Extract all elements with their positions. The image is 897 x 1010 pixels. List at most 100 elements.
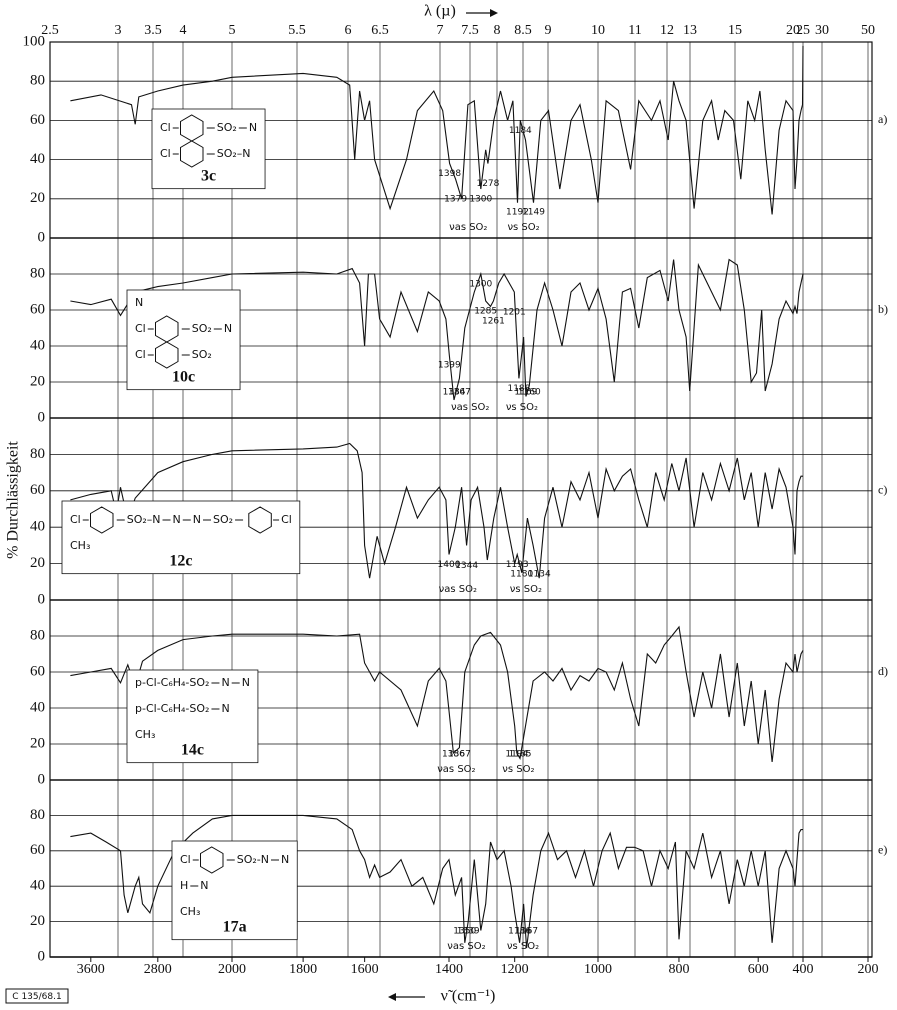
atom-label: SO₂–N xyxy=(217,147,251,160)
stamp: C 135/68.1 xyxy=(12,992,61,1002)
y-tick-label: 40 xyxy=(30,519,45,535)
atom-label: SO₂ xyxy=(192,322,212,335)
atom-label: SO₂ xyxy=(213,513,233,526)
structure: N Cl SO₂ N Cl SO₂ 10c xyxy=(126,289,241,391)
top-tick-label: 25 xyxy=(796,23,810,38)
structure-box xyxy=(171,840,298,941)
arrow-head xyxy=(490,9,498,17)
peak-label: 1300 xyxy=(469,195,492,205)
y-tick-label: 20 xyxy=(30,373,45,389)
arrow-head xyxy=(388,993,396,1001)
structure-box xyxy=(126,669,259,764)
top-tick-label: 3.5 xyxy=(144,23,162,38)
y-tick-label: 20 xyxy=(30,555,45,571)
peak-label: 1184 xyxy=(509,126,532,136)
y-tick-label: 0 xyxy=(38,948,46,964)
atom-label: Cl xyxy=(160,147,171,160)
x-tick-label: 1200 xyxy=(501,962,529,977)
top-tick-label: 10 xyxy=(591,23,605,38)
peak-label: 1300 xyxy=(469,280,492,290)
y-tick-label: 0 xyxy=(38,771,46,787)
top-tick-label: 2.5 xyxy=(41,23,59,38)
y-tick-label: 20 xyxy=(30,190,45,206)
peak-label: 1339 xyxy=(457,927,480,937)
atom-label: CH₃ xyxy=(135,728,155,741)
atom-label: N xyxy=(221,702,229,715)
ring xyxy=(180,140,204,168)
peak-label: 1149 xyxy=(522,208,545,218)
y-tick-label: 60 xyxy=(30,663,45,679)
x-tick-label: 1000 xyxy=(584,962,612,977)
peak-label: 1384 xyxy=(443,388,466,398)
peak-label: 1169 xyxy=(514,388,537,398)
spectrum xyxy=(70,442,803,579)
y-tick-label: 0 xyxy=(38,229,46,245)
band-annotation: νas SO₂ xyxy=(451,402,489,413)
peak-label: 1180 xyxy=(510,570,533,580)
ring xyxy=(200,846,224,874)
panel-label: b) xyxy=(878,302,888,316)
top-tick-label: 15 xyxy=(728,23,742,38)
peak-label: 1367 xyxy=(448,388,471,398)
y-tick-label: 40 xyxy=(30,151,45,167)
x-tick-label: 1800 xyxy=(289,962,317,977)
ring xyxy=(155,341,179,369)
atom-label: SO₂–N xyxy=(127,513,161,526)
bottom-axis-label: ν̃ (cm⁻¹) xyxy=(441,988,496,1005)
x-tick-label: 200 xyxy=(858,962,879,977)
y-tick-label: 60 xyxy=(30,301,45,317)
peak-label: 1167 xyxy=(515,927,538,937)
structure-box xyxy=(61,500,301,575)
structure: Cl SO₂–N N N SO₂ Cl CH₃ 12c xyxy=(61,500,301,575)
peak-label: 1193 xyxy=(506,560,529,570)
peak-label: 1194 xyxy=(505,750,528,760)
atom-label: CH₃ xyxy=(180,905,200,918)
top-tick-label: 12 xyxy=(660,23,674,38)
compound-label: 12c xyxy=(169,553,192,570)
atom-label: N xyxy=(200,879,208,892)
top-tick-label: 7 xyxy=(437,23,444,38)
band-annotation: νas SO₂ xyxy=(437,764,475,775)
y-tick-label: 80 xyxy=(30,807,45,823)
x-tick-label: 3600 xyxy=(77,962,105,977)
peak-label: 1367 xyxy=(448,750,471,760)
y-tick-label: 80 xyxy=(30,265,45,281)
atom-label: SO₂ xyxy=(217,121,237,134)
x-tick-label: 1600 xyxy=(351,962,379,977)
peak-label: 1192 xyxy=(506,208,529,218)
structure: p-Cl-C₆H₄-SO₂ N Np-Cl-C₆H₄-SO₂ N CH₃ 14c xyxy=(126,669,259,764)
y-tick-label: 40 xyxy=(30,878,45,894)
x-tick-label: 800 xyxy=(668,962,689,977)
peak-label: 1201 xyxy=(503,308,526,318)
peak-label: 1185 xyxy=(509,750,532,760)
spectrum xyxy=(70,625,804,763)
band-annotation: νas SO₂ xyxy=(439,584,477,595)
y-tick-label: 60 xyxy=(30,112,45,128)
peak-label: 1188 xyxy=(507,384,530,394)
peak-label: 1160 xyxy=(518,388,541,398)
y-tick-label: 60 xyxy=(30,842,45,858)
atom-label: N xyxy=(135,296,143,309)
structure: Cl SO₂ N Cl SO₂–N3c xyxy=(151,108,266,190)
atom-label: p-Cl-C₆H₄-SO₂ xyxy=(135,702,209,715)
atom-label: N xyxy=(242,676,250,689)
band-annotation: νs SO₂ xyxy=(502,764,534,775)
y-tick-label: 0 xyxy=(38,409,46,425)
compound-label: 3c xyxy=(201,168,216,185)
top-tick-label: 9 xyxy=(545,23,552,38)
top-tick-label: 13 xyxy=(683,23,697,38)
peak-label: 1344 xyxy=(455,561,478,571)
top-tick-label: 5 xyxy=(229,23,236,38)
atom-label: p-Cl-C₆H₄-SO₂ xyxy=(135,676,209,689)
top-tick-label: 6 xyxy=(345,23,352,38)
atom-label: N xyxy=(193,513,201,526)
y-tick-label: 80 xyxy=(30,73,45,89)
atom-label: N xyxy=(173,513,181,526)
atom-label: N xyxy=(249,121,257,134)
atom-label: Cl xyxy=(160,121,171,134)
top-tick-label: 5.5 xyxy=(288,23,306,38)
structure-box xyxy=(151,108,266,190)
y-tick-label: 100 xyxy=(23,33,46,49)
